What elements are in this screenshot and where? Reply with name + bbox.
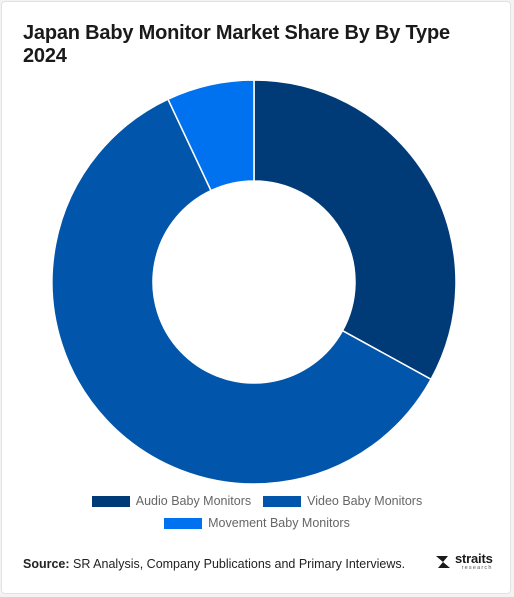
source-text: SR Analysis, Company Publications and Pr… [73,557,406,571]
legend-label-video: Video Baby Monitors [307,494,423,508]
donut-slice-movement[interactable] [166,79,255,192]
legend-row-1: Audio Baby Monitors Video Baby Monitors [0,490,514,512]
legend-swatch-video [263,495,302,507]
legend-label-audio: Audio Baby Monitors [135,494,252,508]
legend-label-movement: Movement Baby Monitors [208,516,350,530]
legend-swatch-movement [164,517,203,529]
brand-name: straits [455,551,493,566]
legend-row-2: Movement Baby Monitors [0,512,514,534]
chart-title: Japan Baby Monitor Market Share By By Ty… [23,22,450,67]
donut-slice-audio[interactable] [253,79,457,381]
legend-item-movement[interactable]: Movement Baby Monitors [164,516,350,530]
legend-item-video[interactable]: Video Baby Monitors [263,494,422,508]
source-label: Source: [23,557,70,571]
straits-logo: straits research [434,552,493,572]
chart-legend: Audio Baby Monitors Video Baby Monitors … [0,490,514,534]
straits-logo-icon [436,555,450,568]
source-note: Source: SR Analysis, Company Publication… [23,557,405,571]
legend-item-audio[interactable]: Audio Baby Monitors [91,494,252,508]
legend-swatch-audio [91,495,130,507]
brand-tagline: research [461,565,493,571]
donut-slice-video[interactable] [51,98,433,485]
